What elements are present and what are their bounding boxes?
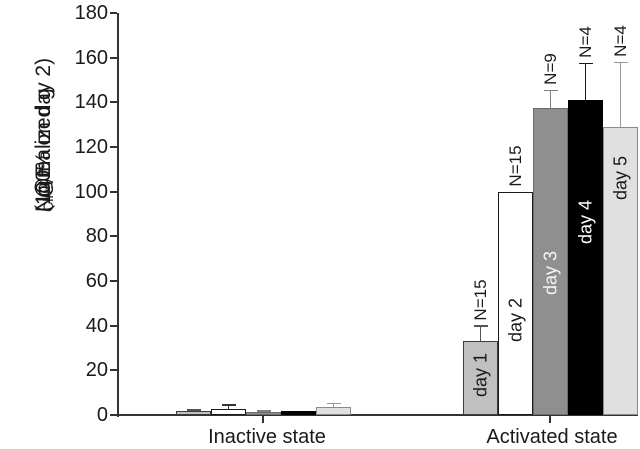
error-bar-line bbox=[619, 62, 622, 127]
x-tick bbox=[549, 416, 551, 423]
y-tick-label: 80 bbox=[85, 225, 108, 248]
bar-inactive-day2 bbox=[211, 408, 246, 415]
y-tick bbox=[110, 146, 117, 148]
error-bar-cap bbox=[186, 408, 201, 411]
bar-activated-day1 bbox=[463, 341, 498, 415]
n-count-label: N=15 bbox=[505, 145, 525, 187]
bar-inactive-day1 bbox=[176, 410, 211, 415]
y-tick-label: 40 bbox=[85, 314, 108, 337]
error-bar-line bbox=[479, 325, 482, 342]
n-count-label: N=4 bbox=[575, 26, 595, 59]
error-bar-cap bbox=[326, 402, 341, 405]
bar-activated-day2 bbox=[498, 191, 533, 415]
y-tick bbox=[110, 235, 117, 238]
y-tick bbox=[110, 369, 117, 372]
day-label: day 2 bbox=[505, 297, 525, 343]
y-tick-label: 120 bbox=[74, 136, 108, 158]
y-tick bbox=[110, 324, 117, 327]
y-tick bbox=[110, 280, 117, 282]
bar-inactive-day4 bbox=[281, 411, 316, 415]
day-label: day 5 bbox=[610, 155, 630, 201]
bar-activated-day4 bbox=[568, 100, 603, 415]
y-tick-label: 0 bbox=[96, 404, 108, 426]
y-axis-line bbox=[117, 13, 119, 417]
y-tick-label: 140 bbox=[74, 91, 108, 114]
bar-activated-day5 bbox=[603, 126, 638, 415]
error-bar-line bbox=[584, 63, 587, 101]
x-group-label: Activated state bbox=[486, 426, 618, 448]
n-count-label: N=15 bbox=[470, 279, 490, 321]
error-bar-line bbox=[227, 404, 230, 409]
error-bar-cap bbox=[221, 404, 236, 407]
x-group-label: Inactive state bbox=[208, 426, 326, 448]
bar-activated-day3 bbox=[533, 107, 568, 415]
bar-inactive-day5 bbox=[316, 407, 351, 415]
bar-inactive-day3 bbox=[246, 412, 281, 415]
day-label: day 3 bbox=[540, 250, 560, 296]
error-bar-cap bbox=[256, 410, 271, 412]
error-bar-cap bbox=[613, 61, 628, 64]
error-bar-line bbox=[549, 90, 552, 108]
y-tick bbox=[110, 56, 117, 59]
day-label: day 4 bbox=[575, 199, 595, 245]
y-tick bbox=[110, 190, 117, 193]
x-tick bbox=[262, 416, 264, 423]
error-bar-cap bbox=[543, 89, 558, 92]
x-axis-line bbox=[117, 414, 638, 416]
error-bar-cap bbox=[578, 62, 593, 65]
y-tick bbox=[110, 12, 117, 14]
y-tick bbox=[110, 414, 117, 416]
n-count-label: N=9 bbox=[540, 53, 560, 85]
y-tick-label: 20 bbox=[85, 359, 108, 382]
y-tick-label: 60 bbox=[85, 270, 108, 292]
error-bar-line bbox=[332, 403, 335, 408]
y-tick-label: 160 bbox=[74, 46, 108, 69]
y-tick-label: 180 bbox=[74, 2, 108, 24]
y-tick bbox=[110, 101, 117, 104]
day-label: day 1 bbox=[470, 352, 490, 398]
y-tick-label: 100 bbox=[74, 180, 108, 203]
error-bar-cap bbox=[473, 325, 488, 327]
n-count-label: N=4 bbox=[610, 25, 630, 57]
